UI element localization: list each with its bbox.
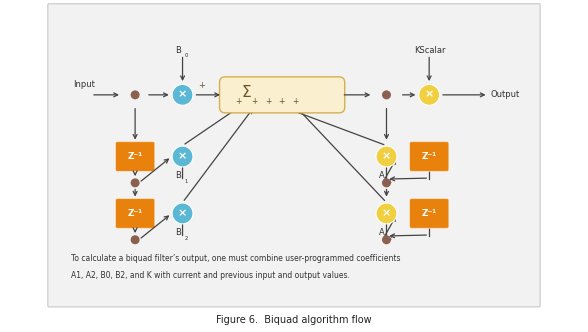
Text: 1: 1 bbox=[389, 179, 392, 184]
Text: To calculate a biquad filter’s output, one must combine user-programmed coeffici: To calculate a biquad filter’s output, o… bbox=[71, 254, 400, 263]
Circle shape bbox=[376, 203, 397, 224]
Text: A: A bbox=[379, 171, 385, 181]
Text: Z⁻¹: Z⁻¹ bbox=[128, 152, 143, 161]
FancyBboxPatch shape bbox=[48, 4, 540, 307]
Text: B: B bbox=[175, 45, 181, 54]
FancyBboxPatch shape bbox=[115, 199, 155, 228]
Circle shape bbox=[383, 236, 390, 244]
Text: 0: 0 bbox=[185, 53, 188, 58]
Circle shape bbox=[383, 179, 390, 187]
FancyBboxPatch shape bbox=[219, 77, 345, 113]
Text: Z⁻¹: Z⁻¹ bbox=[422, 209, 437, 218]
Circle shape bbox=[172, 203, 193, 224]
Text: ×: × bbox=[178, 151, 187, 161]
FancyBboxPatch shape bbox=[409, 141, 449, 171]
Circle shape bbox=[383, 91, 390, 99]
Text: 2: 2 bbox=[185, 236, 188, 241]
Circle shape bbox=[419, 84, 440, 105]
Text: ×: × bbox=[382, 208, 391, 218]
Text: Z⁻¹: Z⁻¹ bbox=[422, 152, 437, 161]
Text: Figure 6.  Biquad algorithm flow: Figure 6. Biquad algorithm flow bbox=[216, 315, 372, 325]
Text: B: B bbox=[175, 228, 181, 237]
Circle shape bbox=[376, 146, 397, 167]
Text: ×: × bbox=[178, 208, 187, 218]
Text: ×: × bbox=[425, 89, 434, 99]
Text: Output: Output bbox=[491, 90, 520, 99]
Text: +: + bbox=[266, 97, 272, 106]
FancyBboxPatch shape bbox=[409, 199, 449, 228]
Text: ×: × bbox=[382, 151, 391, 161]
Text: KScalar: KScalar bbox=[415, 45, 446, 54]
Text: Z⁻¹: Z⁻¹ bbox=[128, 209, 143, 218]
Text: Σ: Σ bbox=[242, 85, 252, 101]
Text: +: + bbox=[252, 97, 258, 106]
Text: +: + bbox=[292, 97, 299, 106]
Text: ×: × bbox=[178, 89, 187, 99]
FancyBboxPatch shape bbox=[115, 141, 155, 171]
Text: +: + bbox=[235, 97, 242, 106]
Text: 2: 2 bbox=[389, 236, 392, 241]
Text: B: B bbox=[175, 171, 181, 181]
Text: A: A bbox=[379, 228, 385, 237]
Circle shape bbox=[172, 84, 193, 105]
Circle shape bbox=[131, 236, 139, 244]
Circle shape bbox=[131, 179, 139, 187]
Circle shape bbox=[172, 146, 193, 167]
Text: A1, A2, B0, B2, and K with current and previous input and output values.: A1, A2, B0, B2, and K with current and p… bbox=[71, 271, 350, 280]
Circle shape bbox=[131, 91, 139, 99]
Text: 1: 1 bbox=[185, 179, 188, 184]
Text: +: + bbox=[278, 97, 285, 106]
Text: Input: Input bbox=[74, 80, 95, 89]
Text: +: + bbox=[198, 81, 205, 90]
